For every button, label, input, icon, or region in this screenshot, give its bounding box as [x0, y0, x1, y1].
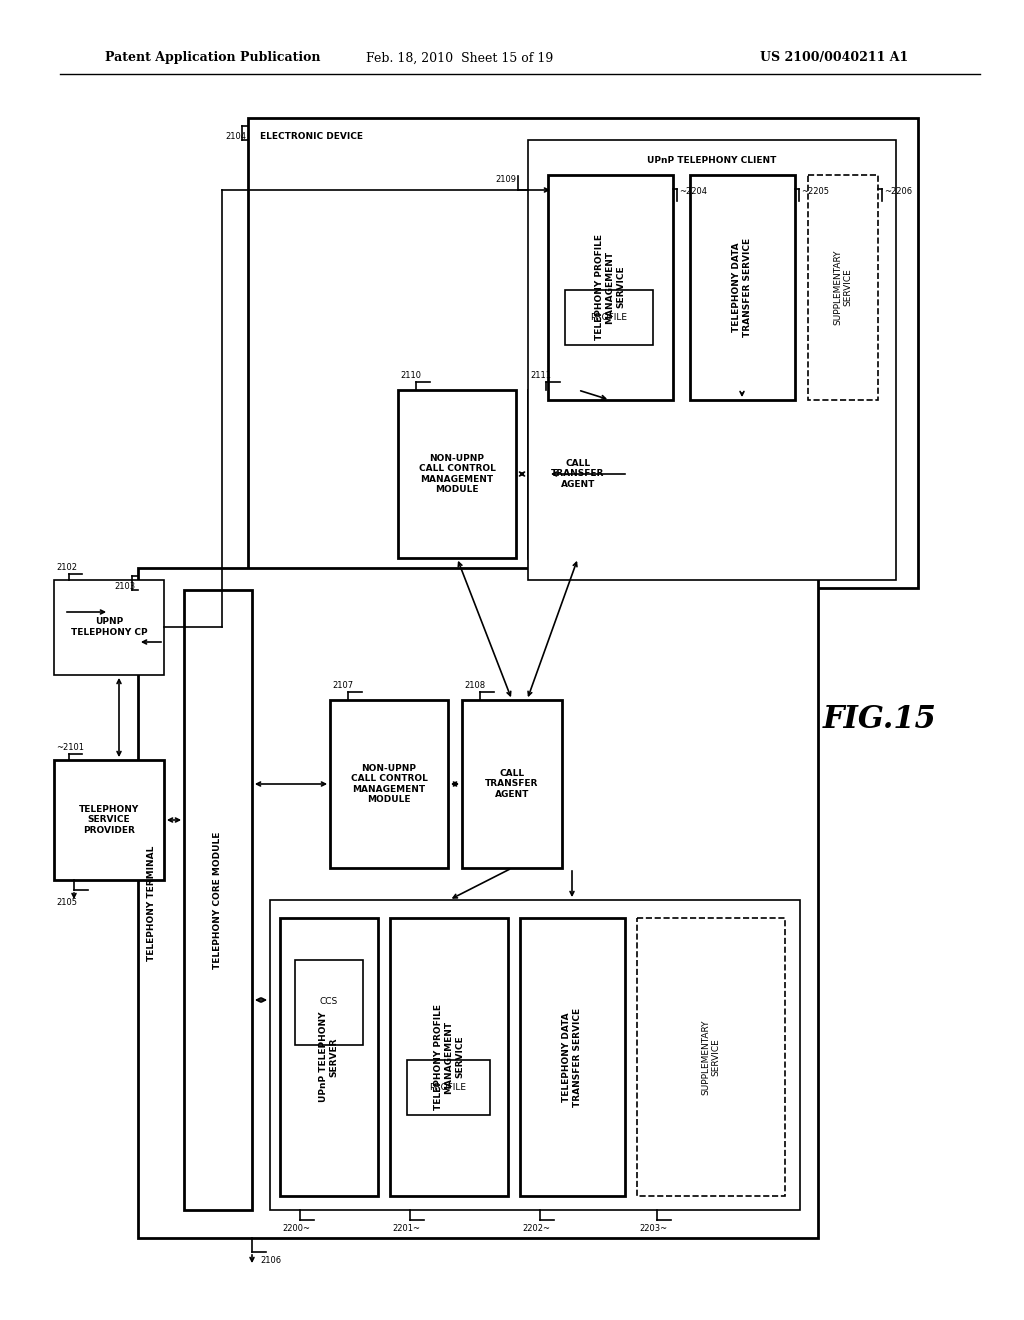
Text: TELEPHONY PROFILE
MANAGEMENT
SERVICE: TELEPHONY PROFILE MANAGEMENT SERVICE — [595, 234, 625, 341]
Bar — [184, 590, 252, 1210]
Bar — [248, 117, 918, 587]
Text: US 2100/0040211 A1: US 2100/0040211 A1 — [760, 51, 908, 65]
Bar — [548, 176, 673, 400]
Bar — [390, 917, 508, 1196]
Bar — [520, 917, 625, 1196]
Text: TELEPHONY DATA
TRANSFER SERVICE: TELEPHONY DATA TRANSFER SERVICE — [732, 238, 752, 337]
Text: 2110: 2110 — [400, 371, 421, 380]
Text: 2203~: 2203~ — [639, 1224, 667, 1233]
Text: 2201~: 2201~ — [392, 1224, 420, 1233]
Bar — [398, 389, 516, 558]
Text: CALL
TRANSFER
AGENT: CALL TRANSFER AGENT — [551, 459, 605, 488]
Bar — [54, 579, 164, 675]
Text: TELEPHONY CORE MODULE: TELEPHONY CORE MODULE — [213, 832, 222, 969]
Text: ~2205: ~2205 — [801, 187, 829, 195]
Text: 2108: 2108 — [464, 681, 485, 690]
Bar — [138, 568, 818, 1238]
Text: 2105: 2105 — [56, 898, 77, 907]
Text: 2202~: 2202~ — [522, 1224, 550, 1233]
Bar — [54, 760, 164, 880]
Text: 2111: 2111 — [530, 371, 551, 380]
Text: 2107: 2107 — [332, 681, 353, 690]
Text: UPnP TELEPHONY
SERVER: UPnP TELEPHONY SERVER — [319, 1011, 339, 1102]
Text: Feb. 18, 2010  Sheet 15 of 19: Feb. 18, 2010 Sheet 15 of 19 — [367, 51, 554, 65]
Text: SUPPLEMENTARY
SERVICE: SUPPLEMENTARY SERVICE — [701, 1019, 721, 1094]
Text: 2106: 2106 — [260, 1257, 282, 1265]
Text: TELEPHONY
SERVICE
PROVIDER: TELEPHONY SERVICE PROVIDER — [79, 805, 139, 836]
Text: TELEPHONY DATA
TRANSFER SERVICE: TELEPHONY DATA TRANSFER SERVICE — [562, 1007, 582, 1106]
Text: TELEPHONY PROFILE
MANAGEMENT
SERVICE: TELEPHONY PROFILE MANAGEMENT SERVICE — [434, 1005, 464, 1110]
Text: UPNP
TELEPHONY CP: UPNP TELEPHONY CP — [71, 618, 147, 636]
Bar — [330, 700, 449, 869]
Text: PROFILE: PROFILE — [591, 313, 628, 322]
Bar — [280, 917, 378, 1196]
Bar — [565, 290, 653, 345]
Text: NON-UPNP
CALL CONTROL
MANAGEMENT
MODULE: NON-UPNP CALL CONTROL MANAGEMENT MODULE — [419, 454, 496, 494]
Bar — [637, 917, 785, 1196]
Text: Patent Application Publication: Patent Application Publication — [105, 51, 321, 65]
Text: 2109: 2109 — [495, 176, 516, 185]
Text: UPnP TELEPHONY CLIENT: UPnP TELEPHONY CLIENT — [647, 156, 776, 165]
Text: TELEPHONY TERMINAL: TELEPHONY TERMINAL — [147, 845, 157, 961]
Bar — [270, 900, 800, 1210]
Text: SUPPLEMENTARY
SERVICE: SUPPLEMENTARY SERVICE — [834, 249, 853, 325]
Bar — [407, 1060, 490, 1115]
Bar — [462, 700, 562, 869]
Bar — [528, 140, 896, 579]
Bar — [528, 389, 628, 558]
Text: CCS: CCS — [319, 998, 338, 1006]
Text: CALL
TRANSFER
AGENT: CALL TRANSFER AGENT — [485, 770, 539, 799]
Bar — [690, 176, 795, 400]
Text: ~2204: ~2204 — [679, 187, 707, 195]
Text: FIG.15: FIG.15 — [823, 705, 937, 735]
Text: 2200~: 2200~ — [282, 1224, 310, 1233]
Text: 2103: 2103 — [115, 582, 136, 591]
Text: ELECTRONIC DEVICE: ELECTRONIC DEVICE — [260, 132, 362, 141]
Bar — [295, 960, 362, 1045]
Text: ~2101: ~2101 — [56, 743, 84, 752]
Bar — [808, 176, 878, 400]
Text: NON-UPNP
CALL CONTROL
MANAGEMENT
MODULE: NON-UPNP CALL CONTROL MANAGEMENT MODULE — [350, 764, 427, 804]
Text: PROFILE: PROFILE — [429, 1082, 467, 1092]
Text: ~2206: ~2206 — [884, 187, 912, 195]
Text: 2102: 2102 — [56, 564, 77, 572]
Text: 2104: 2104 — [225, 132, 246, 141]
